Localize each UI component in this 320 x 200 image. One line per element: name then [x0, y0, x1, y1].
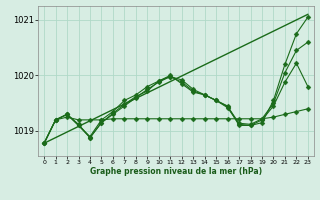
X-axis label: Graphe pression niveau de la mer (hPa): Graphe pression niveau de la mer (hPa): [90, 167, 262, 176]
